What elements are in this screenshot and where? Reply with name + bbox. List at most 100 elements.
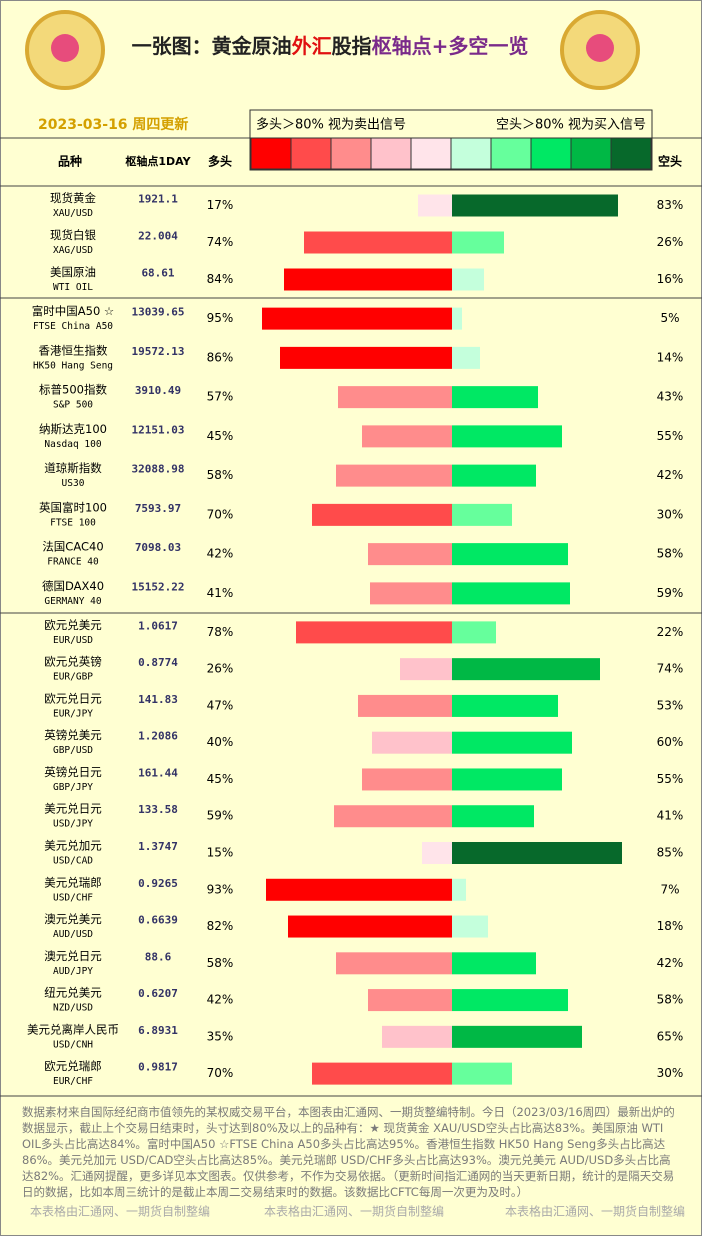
logo	[560, 10, 640, 90]
category-code: EUR/CHF	[53, 1076, 93, 1087]
category-code: GBP/USD	[53, 745, 93, 756]
pivot: 0.9817	[138, 1061, 178, 1074]
long-bar	[312, 503, 452, 526]
pivot: 68.61	[141, 267, 174, 280]
value-label: 58%	[207, 956, 234, 970]
long-bar	[262, 307, 452, 330]
long-bar	[362, 425, 452, 448]
value-label: 59%	[657, 586, 684, 600]
pivot: 1.0617	[138, 619, 178, 632]
value-label: 65%	[657, 1029, 684, 1043]
value-label: 42%	[207, 547, 234, 561]
category-code: S&P 500	[53, 400, 93, 411]
category-code: USD/CNH	[53, 1039, 93, 1050]
footnote: 数据素材来自国际经纪商市值领先的某权威交易平台，本图表由汇通网、一期货整编特制。…	[22, 1105, 675, 1199]
long-bar	[338, 386, 452, 409]
date: 2023-03-16 周四更新	[38, 116, 188, 133]
watermark: 本表格由汇通网、一期货自制整编	[264, 1204, 444, 1219]
category-code: XAU/USD	[53, 208, 93, 219]
category-code: Nasdaq 100	[44, 439, 101, 450]
category-code: USD/CAD	[53, 856, 93, 867]
short-bar	[452, 915, 488, 938]
long-bar	[280, 346, 452, 369]
value-label: 42%	[657, 468, 684, 482]
value-label: 40%	[207, 735, 234, 749]
category-code: XAG/USD	[53, 245, 93, 256]
category-label: 英镑兑美元	[44, 728, 102, 742]
category-code: FRANCE 40	[47, 557, 99, 568]
value-label: 86%	[207, 350, 234, 364]
value-label: 16%	[657, 272, 684, 286]
category-label: 道琼斯指数	[44, 461, 102, 475]
short-bar	[452, 989, 568, 1012]
category-code: AUD/USD	[53, 929, 93, 940]
short-bar	[452, 1025, 582, 1048]
long-bar	[422, 842, 452, 864]
value-label: 95%	[207, 311, 234, 325]
watermark: 本表格由汇通网、一期货自制整编	[505, 1204, 685, 1219]
value-label: 5%	[660, 311, 679, 325]
category-code: USD/CHF	[53, 892, 93, 903]
value-label: 74%	[207, 235, 234, 249]
short-bar	[452, 658, 600, 681]
short-bar	[452, 878, 466, 901]
category-label: 富时中国A50 ☆	[32, 304, 114, 318]
short-bar	[452, 694, 558, 717]
value-label: 85%	[657, 846, 684, 860]
value-label: 42%	[207, 993, 234, 1007]
category-code: EUR/JPY	[53, 708, 93, 719]
value-label: 55%	[657, 429, 684, 443]
long-bar	[304, 231, 452, 254]
value-label: 70%	[207, 507, 234, 521]
long-bar	[382, 1025, 452, 1048]
value-label: 74%	[657, 662, 684, 676]
legend-swatch	[370, 137, 412, 170]
legend-swatch	[330, 137, 372, 170]
pivot: 0.6207	[138, 987, 178, 1000]
category-code: USD/JPY	[53, 819, 93, 830]
title-part: 外汇	[292, 34, 332, 58]
category-label: 英国富时100	[39, 500, 107, 514]
long-bar	[368, 543, 452, 566]
column-header: 枢轴点1DAY	[125, 154, 191, 168]
value-label: 26%	[207, 662, 234, 676]
value-label: 26%	[657, 235, 684, 249]
category-label: 纽元兑美元	[44, 986, 102, 1000]
category-label: 标普500指数	[39, 383, 107, 397]
long-bar	[336, 464, 452, 487]
category-code: NZD/USD	[53, 1003, 93, 1014]
legend-swatch	[570, 137, 612, 170]
category-code: HK50 Hang Seng	[33, 360, 113, 371]
short-bar	[452, 1062, 512, 1085]
short-bar	[452, 503, 512, 526]
pivot: 1.2086	[138, 730, 178, 743]
category-code: WTI OIL	[53, 282, 93, 293]
long-bar	[372, 731, 452, 754]
value-label: 41%	[207, 586, 234, 600]
category-label: 美元兑离岸人民币	[27, 1022, 119, 1036]
value-label: 93%	[207, 882, 234, 896]
watermark: 本表格由汇通网、一期货自制整编	[30, 1204, 210, 1219]
short-bar	[452, 425, 562, 448]
pivot: 13039.65	[132, 306, 185, 319]
long-bar	[400, 658, 452, 681]
value-label: 55%	[657, 772, 684, 786]
pivot: 141.83	[138, 693, 178, 706]
legend-swatch	[250, 137, 292, 170]
category-label: 美国原油	[50, 265, 96, 279]
pivot: 3910.49	[135, 384, 181, 397]
value-label: 30%	[657, 507, 684, 521]
legend-entry: 多头	[208, 154, 232, 169]
value-label: 58%	[657, 547, 684, 561]
value-label: 59%	[207, 809, 234, 823]
legend-text: 多头＞80% 视为卖出信号	[256, 117, 406, 133]
legend-swatch	[450, 137, 492, 170]
long-bar	[336, 952, 452, 975]
category-label: 欧元兑瑞郎	[44, 1059, 102, 1073]
pivot: 7098.03	[135, 541, 181, 554]
value-label: 45%	[207, 429, 234, 443]
value-label: 60%	[657, 735, 684, 749]
short-bar	[452, 543, 568, 566]
short-bar	[452, 194, 618, 217]
